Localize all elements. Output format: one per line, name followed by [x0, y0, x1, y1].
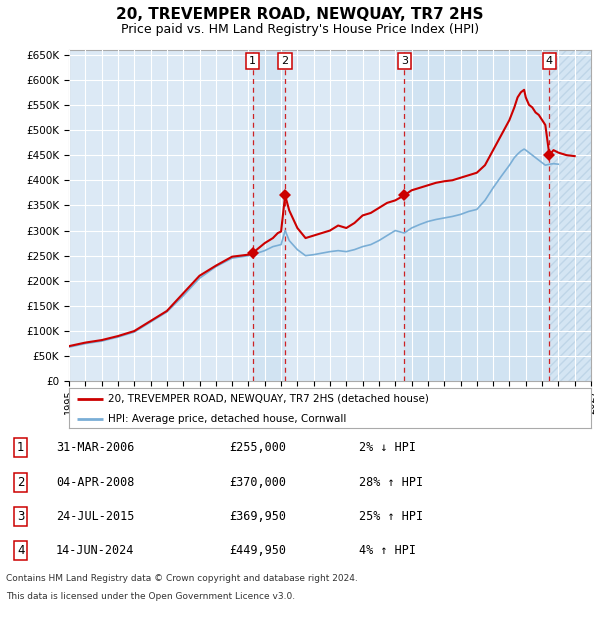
Text: 04-APR-2008: 04-APR-2008	[56, 476, 134, 489]
Text: £370,000: £370,000	[229, 476, 286, 489]
Text: 28% ↑ HPI: 28% ↑ HPI	[359, 476, 423, 489]
Text: 1: 1	[17, 441, 25, 454]
Text: 4: 4	[546, 56, 553, 66]
Text: 1: 1	[249, 56, 256, 66]
Text: 24-JUL-2015: 24-JUL-2015	[56, 510, 134, 523]
Text: HPI: Average price, detached house, Cornwall: HPI: Average price, detached house, Corn…	[108, 414, 347, 424]
Text: 20, TREVEMPER ROAD, NEWQUAY, TR7 2HS (detached house): 20, TREVEMPER ROAD, NEWQUAY, TR7 2HS (de…	[108, 394, 429, 404]
Text: Contains HM Land Registry data © Crown copyright and database right 2024.: Contains HM Land Registry data © Crown c…	[6, 574, 358, 583]
Text: 3: 3	[17, 510, 25, 523]
Bar	[253, 50, 285, 381]
Text: 14-JUN-2024: 14-JUN-2024	[56, 544, 134, 557]
Bar	[404, 50, 550, 381]
Text: 2% ↓ HPI: 2% ↓ HPI	[359, 441, 416, 454]
Text: £369,950: £369,950	[229, 510, 286, 523]
Text: This data is licensed under the Open Government Licence v3.0.: This data is licensed under the Open Gov…	[6, 592, 295, 601]
Text: 2: 2	[17, 476, 25, 489]
Text: 20, TREVEMPER ROAD, NEWQUAY, TR7 2HS: 20, TREVEMPER ROAD, NEWQUAY, TR7 2HS	[116, 7, 484, 22]
Text: 25% ↑ HPI: 25% ↑ HPI	[359, 510, 423, 523]
Text: 31-MAR-2006: 31-MAR-2006	[56, 441, 134, 454]
Text: 2: 2	[281, 56, 289, 66]
Text: 3: 3	[401, 56, 408, 66]
Text: £449,950: £449,950	[229, 544, 286, 557]
Text: Price paid vs. HM Land Registry's House Price Index (HPI): Price paid vs. HM Land Registry's House …	[121, 23, 479, 36]
Text: 4: 4	[17, 544, 25, 557]
Bar	[550, 50, 591, 381]
Text: 4% ↑ HPI: 4% ↑ HPI	[359, 544, 416, 557]
Text: £255,000: £255,000	[229, 441, 286, 454]
